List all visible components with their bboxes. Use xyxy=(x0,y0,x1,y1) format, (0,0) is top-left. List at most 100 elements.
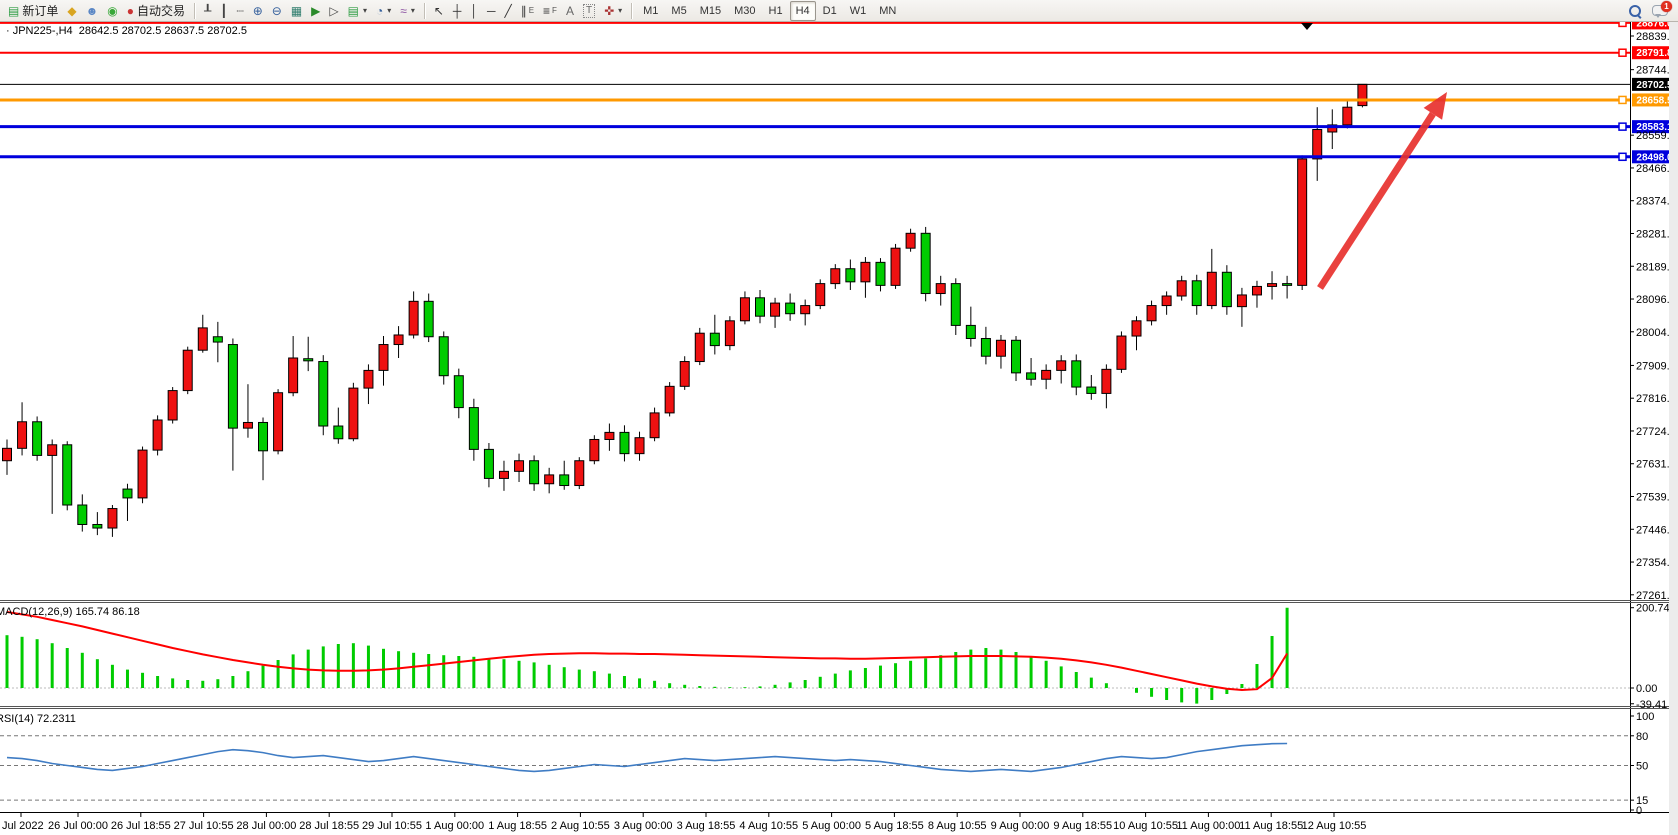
price-tag[interactable] xyxy=(1632,46,1677,60)
price-tag[interactable] xyxy=(1632,93,1677,107)
bar-chart-icon: ┸ xyxy=(203,3,212,18)
price-tick-label: 27354.0 xyxy=(1636,557,1676,569)
bullish-candle xyxy=(1327,124,1338,133)
trend-arrow-annotation[interactable] xyxy=(1317,92,1447,290)
line-chart-button[interactable]: ┈ xyxy=(232,1,247,21)
timeframe-button-mn[interactable]: MN xyxy=(879,4,897,17)
fibonacci-button[interactable]: ≡ F xyxy=(539,1,561,21)
bullish-candle xyxy=(604,431,615,440)
vertical-line-button[interactable]: │ xyxy=(466,1,482,21)
search-lens xyxy=(1629,4,1641,17)
bearish-candle xyxy=(77,504,88,525)
price-tag[interactable] xyxy=(1632,120,1677,134)
dropdown-caret-icon[interactable]: ▾ xyxy=(410,6,415,15)
price-tag[interactable] xyxy=(1632,150,1677,164)
main-toolbar: ▤ 新订单 ◆ ☻ ◉ ● 自动交易 ┸ ┃ ┈ ⊕ ⊖ ▦ ▶ ▷ ▤ ▾ ◔ ▾ ≈ ▾ ↖ ┼ │ ─ ╱ ∥ E ≡ F A T ✜ ▾ M… xyxy=(0,0,1678,22)
toolbar-separator xyxy=(423,2,425,19)
new-order-button[interactable]: ▤ 新订单 xyxy=(4,1,62,21)
dropdown-caret-icon[interactable]: ▾ xyxy=(618,6,623,15)
text-label-button[interactable]: T xyxy=(579,1,599,21)
time-tick-label: 11 Aug 18:55 xyxy=(1239,820,1303,832)
search-icon[interactable] xyxy=(1628,4,1642,19)
line-anchor-handle[interactable] xyxy=(1618,122,1627,131)
chart-window[interactable]: 28876.0 28791.8 28702.5 28658.5 28583.1 28498… xyxy=(0,22,1678,835)
timeframe-button-d1[interactable]: D1 xyxy=(822,4,837,17)
line-anchor-handle[interactable] xyxy=(1618,95,1627,105)
timeframe-button-m15[interactable]: M15 xyxy=(699,4,722,17)
horizontal-line-button[interactable]: ─ xyxy=(483,1,500,21)
bearish-candle xyxy=(920,232,931,295)
object-marker-triangle[interactable] xyxy=(1301,23,1313,30)
bullish-candle xyxy=(1297,158,1308,286)
timeframe-button-m5[interactable]: M5 xyxy=(671,4,687,17)
bullish-candle xyxy=(679,361,690,387)
price-tag[interactable] xyxy=(1632,77,1677,91)
chart-shift-button[interactable]: ▷ xyxy=(325,1,342,21)
autotrading-button-label: 自动交易 xyxy=(136,4,185,18)
autotrading-button[interactable]: ● 自动交易 xyxy=(123,1,189,21)
bullish-candle xyxy=(1101,368,1112,394)
bullish-candle xyxy=(1161,295,1172,307)
rsi-axis-label: 15 xyxy=(1636,795,1648,807)
bullish-candle xyxy=(800,305,811,315)
price-tag-label: 28791.8 xyxy=(1636,48,1673,59)
timeframe-button-m30[interactable]: M30 xyxy=(734,4,756,17)
crosshair-button[interactable]: ┼ xyxy=(449,1,466,21)
macd-axis-label: 0.00 xyxy=(1636,683,1657,695)
bar-chart-button[interactable]: ┸ xyxy=(200,1,215,21)
timeframe-button-w1[interactable]: W1 xyxy=(849,4,867,17)
cursor-button[interactable]: ↖ xyxy=(430,1,448,21)
equidistant-channel-button[interactable]: ∥ E xyxy=(517,1,538,21)
tile-windows-button[interactable]: ▦ xyxy=(287,1,306,21)
line-anchor-handle[interactable] xyxy=(1618,22,1627,28)
bullish-candle xyxy=(574,460,585,487)
macd-axis-label: 200.74 xyxy=(1636,603,1670,615)
zoom-in-icon: ⊕ xyxy=(252,3,263,18)
zoom-out-button[interactable]: ⊖ xyxy=(268,1,286,21)
text-button[interactable]: A xyxy=(562,1,578,21)
trendline-button[interactable]: ╱ xyxy=(500,1,515,21)
dropdown-caret-icon[interactable]: ▾ xyxy=(362,6,367,15)
new-chart-button[interactable]: ▤ ▾ xyxy=(344,1,371,21)
bullish-candle xyxy=(770,302,781,317)
price-tick-label: 28559.0 xyxy=(1636,130,1676,142)
timeframe-button-h1[interactable]: H1 xyxy=(768,4,783,17)
line-anchor-handle[interactable] xyxy=(1618,48,1627,57)
time-tick-label: 12 Aug 10:55 xyxy=(1302,820,1367,832)
price-tick-label: 28096.5 xyxy=(1636,294,1676,306)
chart-canvas[interactable]: 28876.0 28791.8 28702.5 28658.5 28583.1 28498… xyxy=(0,22,1678,835)
zoom-in-button[interactable]: ⊕ xyxy=(249,1,267,21)
vertical-line-icon: │ xyxy=(470,3,478,18)
time-tick-label: 4 Aug 10:55 xyxy=(739,820,798,832)
price-tick-label: 27631.5 xyxy=(1636,459,1676,471)
signals-icon: ◉ xyxy=(107,3,118,18)
bullish-candle xyxy=(107,508,118,529)
signals-button[interactable]: ◉ xyxy=(103,1,121,21)
notifications-icon[interactable]: 1 xyxy=(1652,1,1672,18)
auto-scroll-button[interactable]: ▶ xyxy=(307,1,324,21)
metaeditor-button[interactable]: ◆ xyxy=(63,1,80,21)
bullish-candle xyxy=(152,419,163,451)
time-tick-label: 28 Jul 00:00 xyxy=(236,820,296,832)
bullish-candle xyxy=(167,390,178,421)
horizontal-price-lines[interactable]: 28876.0 28791.8 28702.5 28658.5 28583.1 28498… xyxy=(0,22,1677,164)
bullish-candle xyxy=(860,261,871,283)
new-order-icon: ▤ xyxy=(8,3,20,18)
dropdown-caret-icon[interactable]: ▾ xyxy=(387,6,392,15)
profile-button[interactable]: ☻ xyxy=(82,1,103,21)
periods-button[interactable]: ◔ ▾ xyxy=(372,1,395,21)
timeframe-button-m1[interactable]: M1 xyxy=(643,4,659,17)
line-chart-icon: ┈ xyxy=(236,3,244,18)
bullish-candle xyxy=(288,357,299,394)
bullish-candle xyxy=(694,332,705,363)
indicators-button[interactable]: ≈ ▾ xyxy=(396,1,419,21)
line-anchor-handle[interactable] xyxy=(1618,152,1627,162)
bullish-candle xyxy=(1056,360,1067,371)
price-tag[interactable] xyxy=(1632,22,1677,30)
candlestick-chart-button[interactable]: ┃ xyxy=(216,1,231,21)
price-tick-label: 27909.0 xyxy=(1636,360,1676,372)
text-label-icon: T xyxy=(582,3,596,18)
timeframe-button-h4[interactable]: H4 xyxy=(789,0,816,21)
bullish-candle xyxy=(348,387,359,440)
arrows-button[interactable]: ✜ ▾ xyxy=(600,1,626,21)
